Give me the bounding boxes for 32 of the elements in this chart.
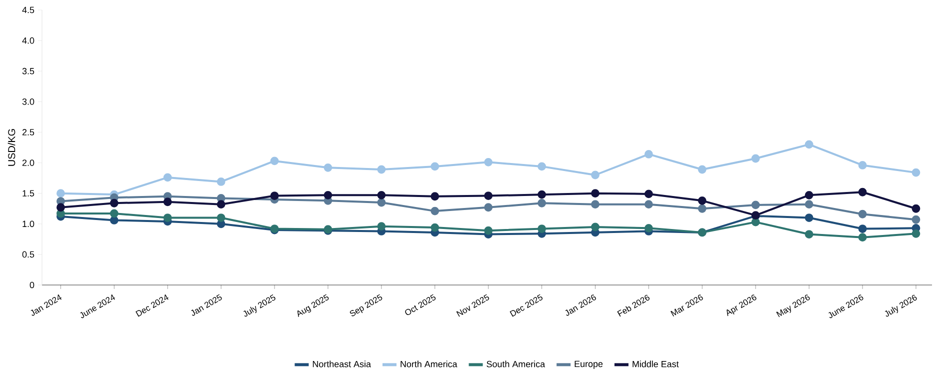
x-tick-label: Dec 2024 bbox=[136, 294, 168, 317]
x-tick-label: July 2026 bbox=[884, 294, 917, 317]
x-tick-label: June 2024 bbox=[80, 294, 115, 318]
x-tick-label: Jan 2025 bbox=[191, 294, 222, 316]
legend-label: Europe bbox=[574, 360, 603, 369]
legend-label: Middle East bbox=[632, 360, 679, 368]
y-tick-label: 3.0 bbox=[22, 98, 34, 105]
x-tick-label: Nov 2025 bbox=[456, 294, 490, 317]
y-axis-title: USD/KG bbox=[8, 129, 16, 166]
y-tick-label: 1.0 bbox=[22, 220, 34, 228]
x-tick-label: Feb 2026 bbox=[617, 294, 650, 317]
x-tick-label: May 2026 bbox=[776, 294, 810, 318]
y-tick-label: 4.0 bbox=[22, 37, 34, 44]
x-tick-label: Apr 2026 bbox=[726, 294, 756, 316]
x-tick-label: Sep 2025 bbox=[350, 294, 382, 316]
x-tick-label: Dec 2025 bbox=[510, 294, 543, 317]
x-tick-label: July 2025 bbox=[243, 294, 276, 317]
y-tick-label: 4.5 bbox=[22, 6, 34, 14]
x-tick-label: Mar 2026 bbox=[670, 294, 703, 316]
x-tick-label: Jan 2024 bbox=[30, 294, 62, 316]
x-tick-label: Aug 2025 bbox=[297, 294, 329, 318]
y-tick-label: 1.5 bbox=[22, 190, 34, 196]
y-tick-label: 2.0 bbox=[22, 160, 34, 166]
x-tick-label: June 2026 bbox=[828, 294, 864, 318]
legend-label: North America bbox=[400, 360, 458, 368]
y-tick-label: 0 bbox=[30, 282, 34, 288]
y-tick-label: 0.5 bbox=[22, 251, 34, 258]
y-tick-label: 3.5 bbox=[22, 68, 34, 74]
y-tick-label: 2.5 bbox=[22, 129, 34, 136]
legend-label: Northeast Asia bbox=[312, 360, 371, 368]
x-tick-label: Jan 2026 bbox=[565, 294, 596, 316]
legend-label: South America bbox=[486, 360, 546, 368]
